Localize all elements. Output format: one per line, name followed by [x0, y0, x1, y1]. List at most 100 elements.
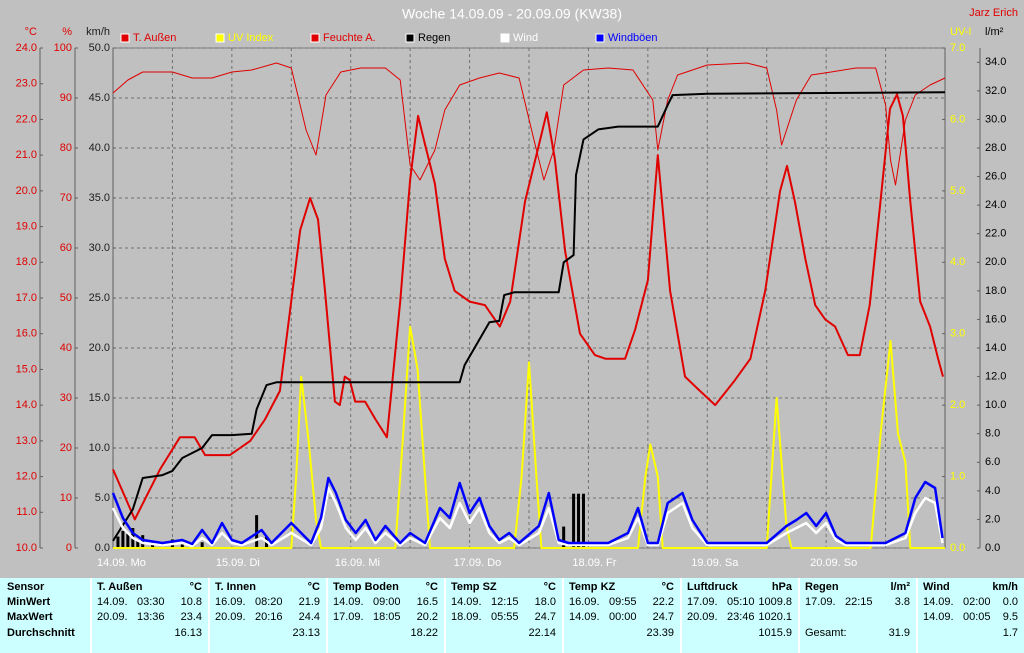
- y-tick-label: 15.0: [89, 392, 110, 404]
- y-tick-label: 60: [60, 242, 72, 254]
- y-tick-label: 23.0: [16, 78, 37, 90]
- y-tick-label: 0.0: [985, 542, 1000, 554]
- y-tick-label: 0: [66, 542, 72, 554]
- sensor-name: Temp Boden: [333, 581, 399, 593]
- legend-label: Feuchte A.: [323, 32, 376, 44]
- rain-bar: [116, 536, 120, 548]
- date: 20.09.: [215, 611, 246, 623]
- legend-swatch: [215, 33, 225, 43]
- sensor-name: Temp KZ: [569, 581, 616, 593]
- rain-bar: [200, 542, 204, 548]
- date: 16.09.: [569, 596, 600, 608]
- y-tick-label: 5.0: [95, 492, 110, 504]
- y-tick-label: 18.0: [985, 285, 1006, 297]
- time: 13:36: [137, 611, 165, 623]
- value: 23.4: [180, 611, 202, 623]
- y-tick-label: 40: [60, 342, 72, 354]
- sensor-name: T. Innen: [215, 581, 256, 593]
- y-tick-label: 0.0: [95, 542, 110, 554]
- legend-swatch: [310, 33, 320, 43]
- axis-title: °C: [25, 26, 37, 38]
- time: 23:46: [727, 611, 755, 623]
- y-tick-label: 16.0: [985, 313, 1006, 325]
- time: 20:16: [255, 611, 283, 623]
- sensor-unit: °C: [189, 581, 202, 593]
- axis-title: l/m²: [985, 26, 1004, 38]
- legend-label: T. Außen: [133, 32, 176, 44]
- y-tick-label: 17.0: [16, 292, 37, 304]
- average: 22.14: [528, 627, 556, 639]
- date: 20.09.: [97, 611, 128, 623]
- rain-bar: [121, 530, 125, 548]
- y-tick-label: 50.0: [89, 42, 110, 54]
- time: 00:05: [963, 611, 991, 623]
- y-tick-label: 100: [54, 42, 72, 54]
- axis-title: %: [62, 26, 72, 38]
- y-tick-label: 14.0: [985, 342, 1006, 354]
- y-tick-label: 45.0: [89, 92, 110, 104]
- y-tick-label: 19.0: [16, 220, 37, 232]
- time: 05:10: [727, 596, 755, 608]
- date: 17.09.: [687, 596, 718, 608]
- y-tick-label: 10.0: [89, 442, 110, 454]
- value: 1020.1: [758, 611, 792, 623]
- series-line: [112, 91, 946, 542]
- series-line: [111, 476, 944, 546]
- author: Jarz Erich: [969, 7, 1018, 19]
- date: 18.09.: [451, 611, 482, 623]
- y-tick-label: 26.0: [985, 170, 1006, 182]
- y-tick-label: 14.0: [16, 399, 37, 411]
- stats-table: Sensor MinWert MaxWert Durchschnitt T. Außen…: [0, 578, 1024, 653]
- time: 00:00: [609, 611, 637, 623]
- stats-column: Wind km/h 14.09. 02:00 0.0 14.09. 00:05 9.5 1.7: [916, 578, 1024, 653]
- legend-swatch: [405, 33, 415, 43]
- axis-title: UV-I: [950, 26, 971, 38]
- time: 08:20: [255, 596, 283, 608]
- average: 18.22: [410, 627, 438, 639]
- y-tick-label: 13.0: [16, 435, 37, 447]
- value: 24.7: [652, 611, 674, 623]
- y-tick-label: 12.0: [985, 370, 1006, 382]
- x-tick-label: 18.09. Fr: [572, 557, 616, 569]
- date: 17.09.: [805, 596, 836, 608]
- average: 1.7: [1002, 627, 1018, 639]
- y-tick-label: 40.0: [89, 142, 110, 154]
- y-tick-label: 24.0: [985, 199, 1006, 211]
- date: 14.09.: [923, 596, 954, 608]
- average: 23.13: [292, 627, 320, 639]
- total-label: Gesamt:: [805, 627, 847, 639]
- value: 9.5: [1002, 611, 1018, 623]
- y-tick-label: 8.0: [985, 428, 1000, 440]
- rain-bar: [180, 542, 184, 548]
- y-tick-label: 11.0: [16, 506, 37, 518]
- value: 3.8: [894, 596, 910, 608]
- sensor-unit: °C: [543, 581, 556, 593]
- stats-column: Temp SZ °C 14.09. 12:15 18.0 18.09. 05:55 24.7 2…: [444, 578, 562, 653]
- value: 0.0: [1002, 596, 1018, 608]
- y-tick-label: 22.0: [985, 228, 1006, 240]
- sensor-name: Luftdruck: [687, 581, 738, 593]
- stats-column: Regen l/m² 17.09. 22:15 3.8 Gesamt: 31.9: [798, 578, 916, 653]
- y-tick-label: 30.0: [985, 113, 1006, 125]
- y-tick-label: 10.0: [985, 399, 1006, 411]
- y-tick-label: 16.0: [16, 328, 37, 340]
- axis-title: km/h: [86, 26, 110, 38]
- legend-label: UV Index: [228, 32, 274, 44]
- row-label: Durchschnitt: [7, 627, 75, 639]
- date: 14.09.: [923, 611, 954, 623]
- stats-column: Temp KZ °C 16.09. 09:55 22.2 14.09. 00:00 24.7 2…: [562, 578, 680, 653]
- sensor-name: T. Außen: [97, 581, 143, 593]
- value: 16.5: [416, 596, 438, 608]
- y-tick-label: 30: [60, 392, 72, 404]
- sensor-unit: °C: [307, 581, 320, 593]
- y-tick-label: 4.0: [950, 256, 965, 268]
- sensor-unit: l/m²: [890, 581, 910, 593]
- legend-label: Regen: [418, 32, 450, 44]
- x-tick-label: 15.09. Di: [216, 557, 260, 569]
- sensor-name: Regen: [805, 581, 839, 593]
- average: 1015.9: [758, 627, 792, 639]
- rain-bar: [562, 526, 566, 548]
- total: 31.9: [888, 627, 910, 639]
- y-tick-label: 6.0: [950, 113, 965, 125]
- legend-swatch: [595, 33, 605, 43]
